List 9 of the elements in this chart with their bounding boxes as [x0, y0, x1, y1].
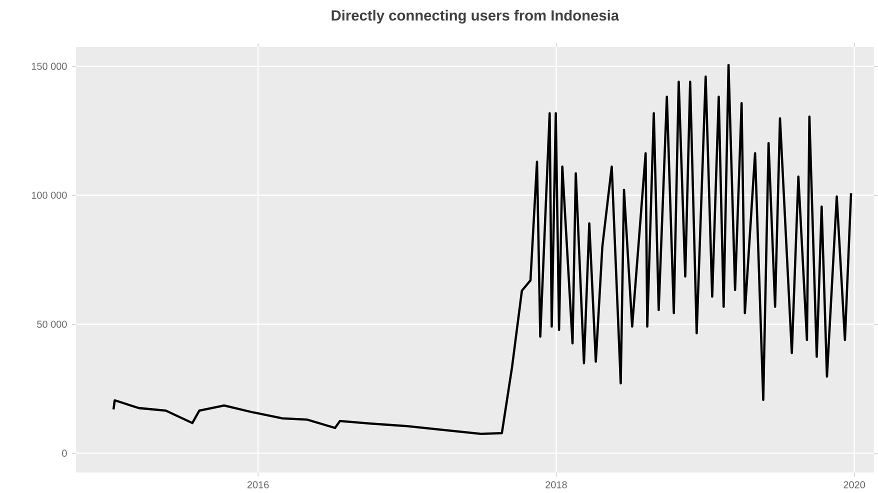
y-tick-label: 0: [62, 450, 67, 457]
x-tick-label: 2020: [844, 481, 866, 488]
x-tick-label: 2018: [546, 481, 567, 488]
chart-title: Directly connecting users from Indonesia: [332, 10, 620, 24]
line-series: [112, 64, 852, 436]
y-tick-label: 50 000: [37, 320, 67, 328]
y-tick-label: 100 000: [32, 192, 67, 199]
x-tick-label: 2016: [247, 481, 269, 488]
y-tick-label: 150 000: [32, 62, 67, 70]
